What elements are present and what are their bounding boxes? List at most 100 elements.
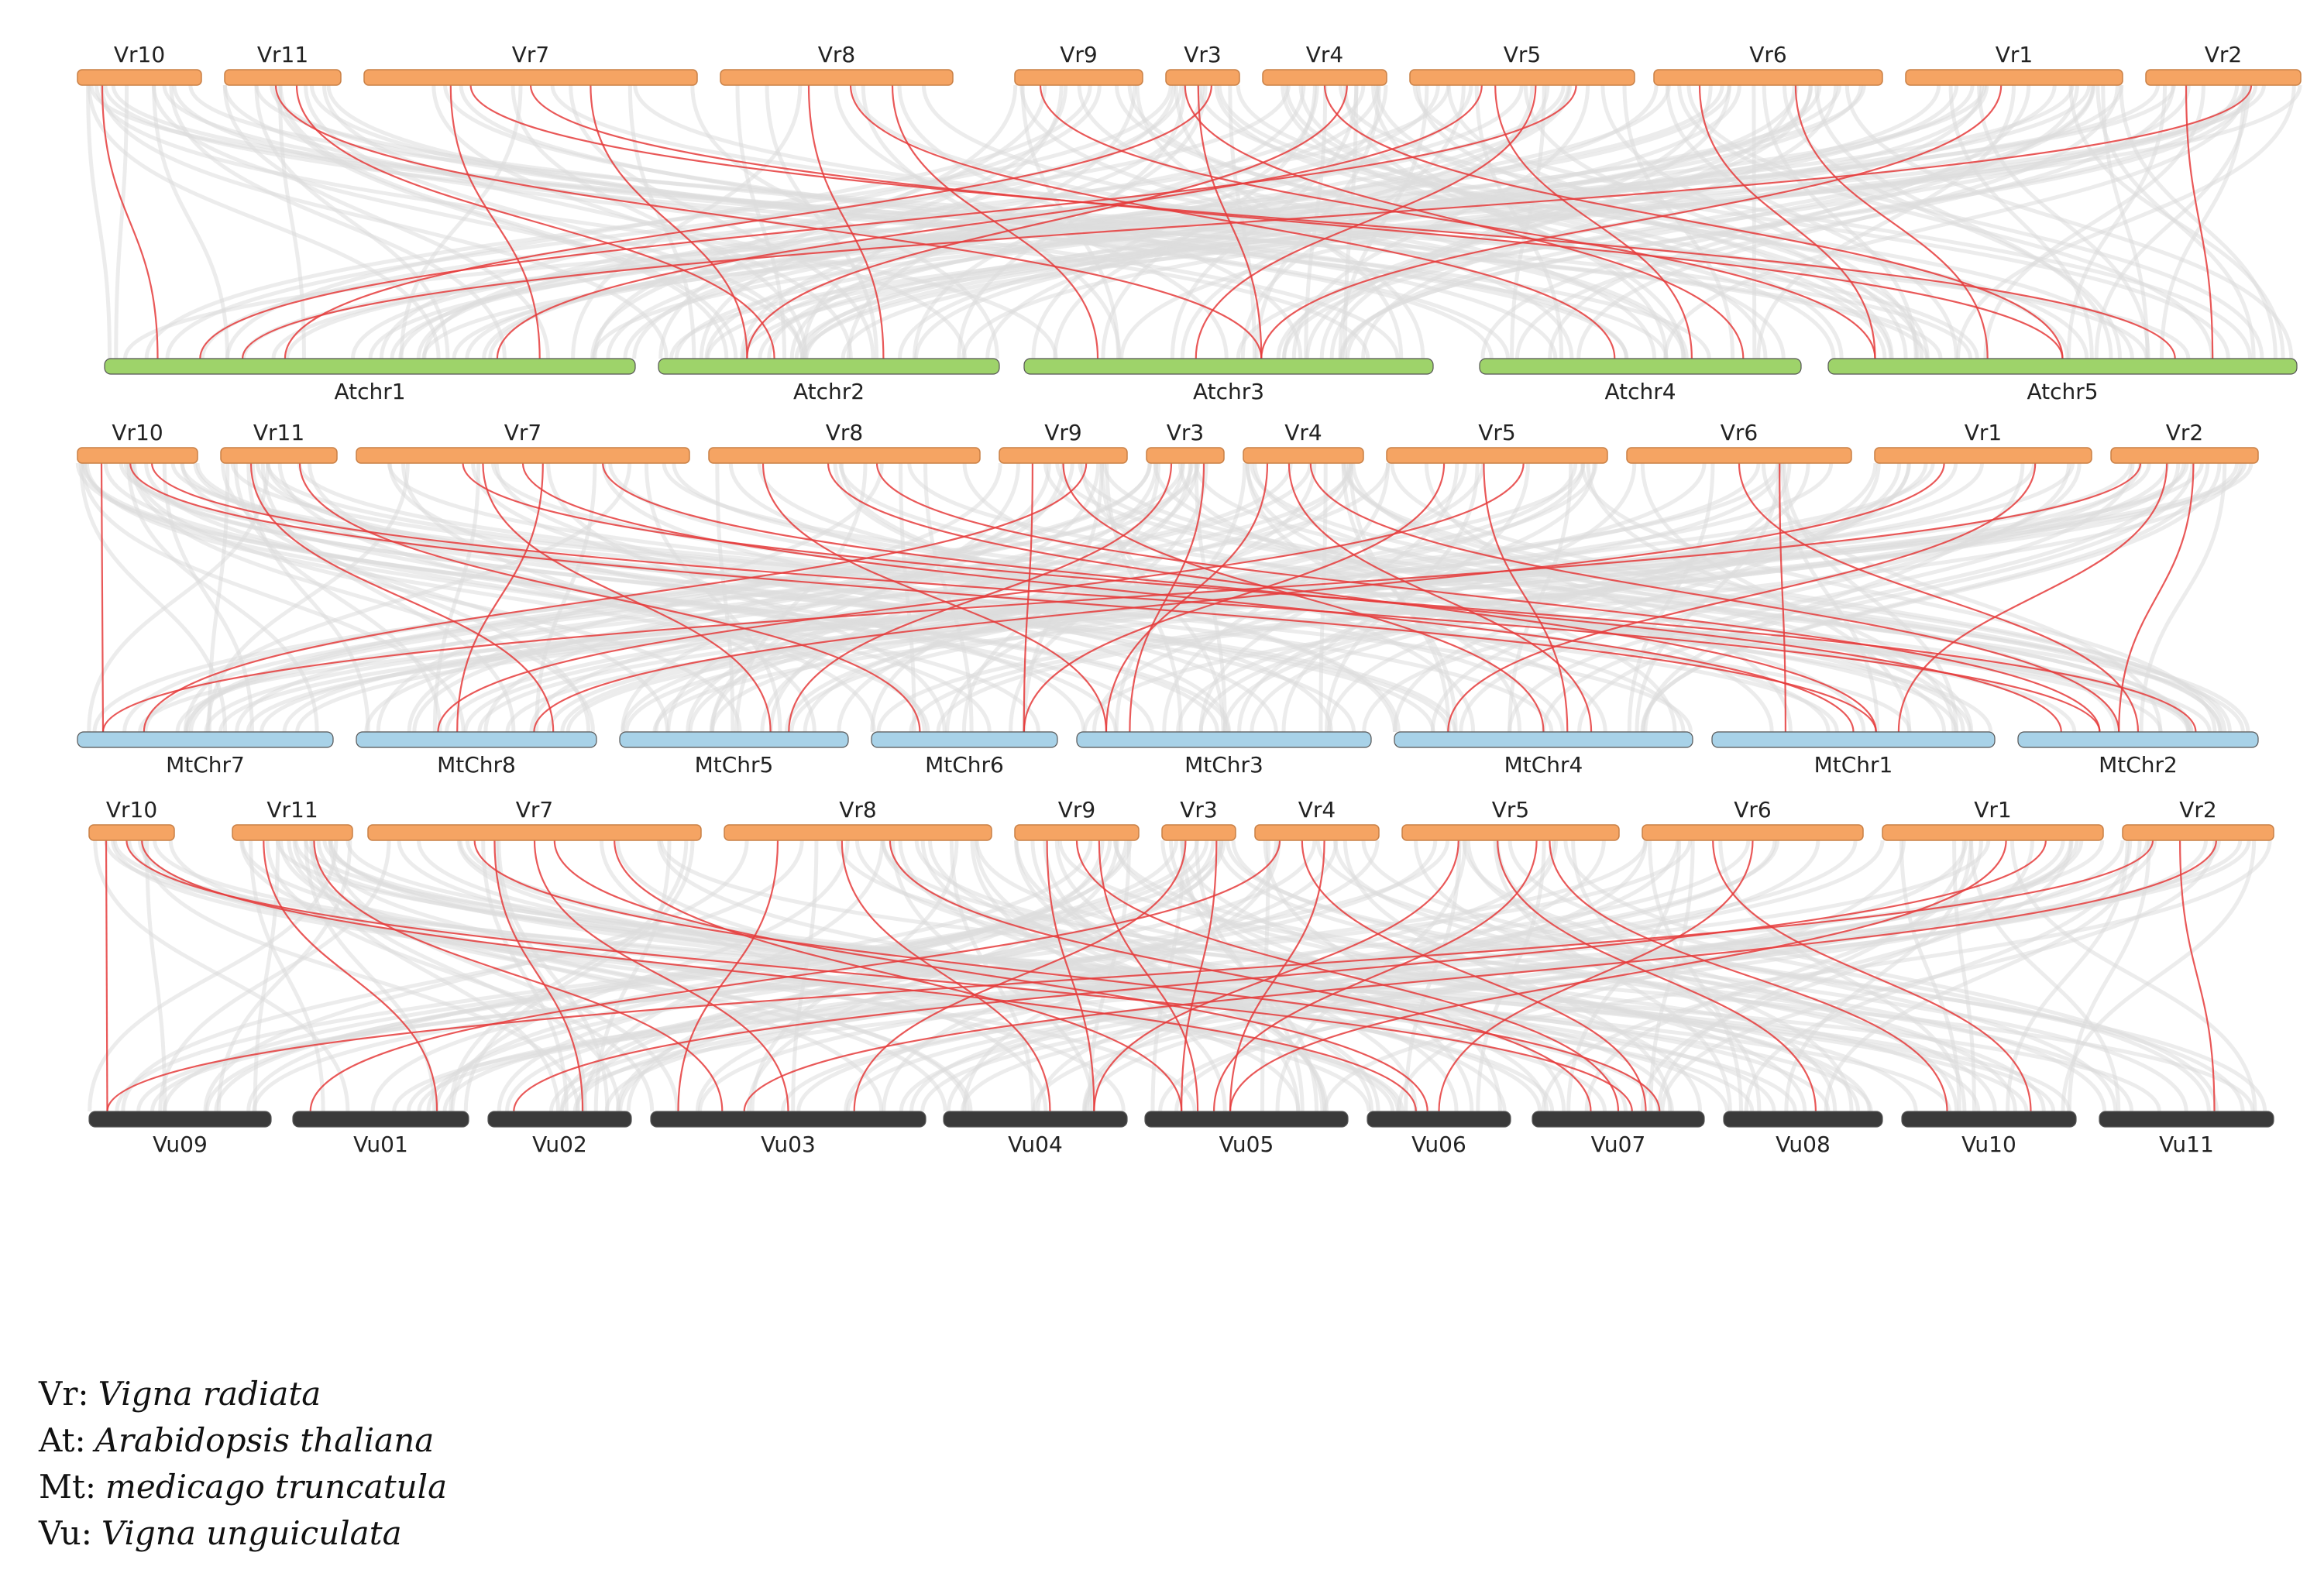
- background-link: [546, 462, 947, 733]
- background-link: [1459, 462, 2071, 733]
- synteny-link: [1309, 462, 2120, 733]
- synteny-link: [1105, 462, 1269, 733]
- target-chromosome-label: MtChr4: [1504, 752, 1583, 778]
- background-link: [657, 840, 1507, 1112]
- vr-chromosome-label: Vr2: [2166, 420, 2203, 445]
- synteny-link: [493, 840, 584, 1112]
- target-chromosome-label: Atchr1: [334, 379, 405, 404]
- target-chromosome-bar: [658, 358, 1000, 375]
- background-link: [672, 462, 1959, 733]
- background-link: [1250, 462, 1911, 733]
- background-link: [1977, 84, 2150, 359]
- target-chromosome-label: MtChr2: [2099, 752, 2178, 778]
- background-link: [1194, 462, 2223, 733]
- vr-chromosome-bar: [77, 447, 198, 464]
- synteny-link: [106, 840, 2154, 1112]
- background-link: [1284, 84, 1893, 359]
- species-legend: Vr: Vigna radiata At: Arabidopsis thaliana…: [39, 1371, 447, 1557]
- synteny-link: [1181, 840, 1218, 1112]
- synteny-link: [1494, 84, 1693, 359]
- synteny-link: [143, 462, 1088, 733]
- vr-chromosome-bar: [1161, 824, 1236, 841]
- target-chromosome-bar: [292, 1111, 469, 1128]
- background-link: [204, 462, 1935, 733]
- synteny-link: [1497, 840, 1817, 1112]
- target-chromosome-bar: [2099, 1111, 2274, 1128]
- vr-chromosome-label: Vr11: [257, 42, 308, 67]
- background-link: [838, 462, 1972, 733]
- vr-chromosome-bar: [1653, 69, 1883, 86]
- background-link: [88, 840, 339, 1112]
- vr-chromosome-bar: [1409, 69, 1635, 86]
- vr-chromosome-bar: [1386, 447, 1608, 464]
- vr-chromosome-label: Vr2: [2179, 797, 2216, 823]
- target-chromosome-bar: [871, 731, 1058, 748]
- synteny-link: [827, 462, 1877, 733]
- synteny-link: [101, 84, 159, 359]
- vr-chromosome-bar: [1874, 447, 2092, 464]
- target-chromosome-bar: [487, 1111, 632, 1128]
- vr-chromosome-bar: [724, 824, 992, 841]
- synteny-link: [1712, 840, 2032, 1112]
- background-link: [483, 462, 1074, 733]
- background-link: [188, 84, 2191, 359]
- synteny-link: [853, 840, 1187, 1112]
- background-link: [93, 840, 350, 1112]
- background-link: [95, 84, 1058, 359]
- synteny-link: [1447, 462, 2037, 733]
- vr-chromosome-bar: [2122, 824, 2274, 841]
- background-link: [804, 84, 2057, 359]
- vr-chromosome-label: Vr5: [1478, 420, 1515, 445]
- synteny-link: [533, 840, 789, 1112]
- synteny-link: [437, 462, 1525, 733]
- synteny-link: [101, 462, 2142, 733]
- synteny-link: [513, 840, 2047, 1112]
- vr-chromosome-label: Vr11: [266, 797, 318, 823]
- vr-chromosome-bar: [1243, 447, 1364, 464]
- background-link: [458, 840, 1776, 1112]
- vr-chromosome-bar: [1401, 824, 1620, 841]
- vr-chromosome-label: Vr6: [1749, 42, 1786, 67]
- synteny-link: [1195, 84, 1537, 359]
- background-link: [214, 840, 1178, 1112]
- background-link: [1084, 840, 1968, 1112]
- target-chromosome-label: Atchr4: [1604, 379, 1676, 404]
- synteny-link: [1197, 84, 1263, 359]
- vr-chromosome-label: Vr8: [839, 797, 876, 823]
- background-link: [1412, 84, 2253, 359]
- background-link: [1390, 462, 2227, 733]
- synteny-link: [889, 840, 1592, 1112]
- target-chromosome-label: Vu07: [1591, 1132, 1646, 1157]
- background-link: [494, 840, 587, 1112]
- highlight-links: [100, 84, 2253, 1112]
- target-chromosome-label: MtChr1: [1814, 752, 1893, 778]
- synteny-link: [274, 84, 1263, 359]
- vr-chromosome-bar: [1014, 69, 1143, 86]
- target-chromosome-label: Vu06: [1411, 1132, 1466, 1157]
- synteny-link: [1323, 84, 2064, 359]
- background-link: [1718, 840, 1967, 1112]
- synteny-link: [199, 84, 1577, 359]
- background-link: [897, 84, 1303, 359]
- synteny-link: [521, 462, 1855, 733]
- synteny-link: [841, 840, 1051, 1112]
- vr-chromosome-label: Vr2: [2205, 42, 2242, 67]
- background-link: [837, 462, 1354, 733]
- synteny-link: [1738, 462, 2140, 733]
- synteny-link: [1023, 462, 1033, 733]
- background-link: [497, 840, 1112, 1112]
- background-link: [1305, 84, 1796, 359]
- vr-chromosome-label: Vr7: [512, 42, 549, 67]
- synteny-link: [496, 84, 1483, 359]
- synteny-link: [590, 84, 748, 359]
- background-link: [571, 84, 803, 359]
- target-chromosome-bar: [1367, 1111, 1511, 1128]
- synteny-diagram: Vr10 Vr11 Vr7 Vr8 Vr9 Vr3 Vr4 Vr5 Vr6 Vr1 Vr2 Atchr…: [75, 42, 2302, 1157]
- target-chromosome-bar: [356, 731, 597, 748]
- legend-species: Arabidopsis thaliana: [95, 1421, 435, 1459]
- vr-chromosome-label: Vr6: [1734, 797, 1771, 823]
- vr-chromosome-bar: [1642, 824, 1864, 841]
- legend-item: Mt: medicago truncatula: [39, 1464, 447, 1510]
- background-link: [750, 840, 959, 1112]
- background-link: [1253, 462, 1965, 733]
